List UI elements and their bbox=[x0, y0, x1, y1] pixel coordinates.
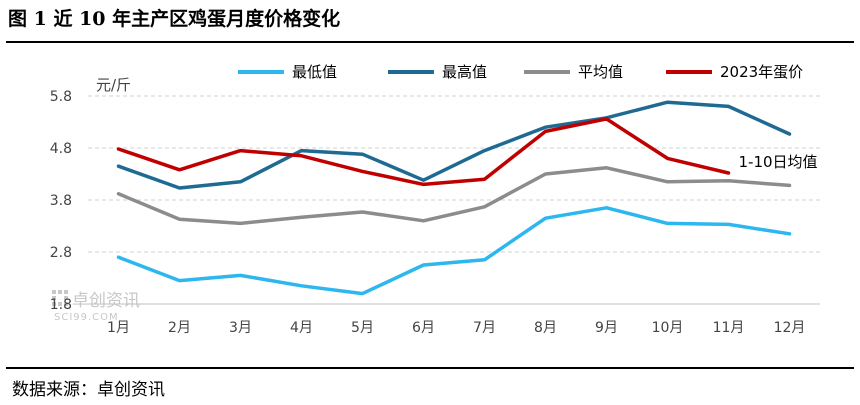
x-tick-label: 3月 bbox=[229, 320, 252, 336]
series-line-3 bbox=[116, 117, 731, 187]
y-tick-label: 4.8 bbox=[50, 141, 72, 157]
annotation-label: 1-10日均值 bbox=[739, 153, 818, 171]
series-layer bbox=[116, 100, 792, 296]
series-line-0 bbox=[116, 206, 792, 296]
x-tick-label: 9月 bbox=[595, 320, 618, 336]
x-tick-label: 1月 bbox=[107, 320, 130, 336]
y-tick-label: 1.8 bbox=[50, 297, 72, 313]
x-tick-label: 2月 bbox=[168, 320, 191, 336]
watermark-cn: 卓创资讯 bbox=[72, 291, 140, 311]
watermark-en: SCI99.COM bbox=[54, 312, 119, 323]
legend-label: 平均值 bbox=[578, 63, 623, 81]
x-tick-label: 10月 bbox=[652, 320, 684, 336]
x-tick-label: 7月 bbox=[473, 320, 496, 336]
legend-label: 最低值 bbox=[292, 63, 337, 81]
y-axis: 1.8 2.8 3.8 4.8 5.8 bbox=[50, 89, 820, 313]
title-rule bbox=[6, 41, 854, 43]
source-rule bbox=[6, 367, 854, 369]
x-tick-label: 11月 bbox=[713, 320, 745, 336]
legend-label: 最高值 bbox=[442, 63, 487, 81]
x-tick-label: 12月 bbox=[774, 320, 806, 336]
x-tick-label: 8月 bbox=[534, 320, 557, 336]
y-unit-label: 元/斤 bbox=[96, 76, 131, 94]
x-axis: 1月 2月 3月 4月 5月 6月 7月 8月 9月 10月 11月 12月 bbox=[107, 320, 805, 336]
series-line-2 bbox=[116, 166, 792, 226]
x-tick-label: 5月 bbox=[351, 320, 374, 336]
legend-label: 2023年蛋价 bbox=[720, 63, 803, 81]
source-note: 数据来源：卓创资讯 bbox=[12, 380, 165, 400]
grid bbox=[88, 95, 820, 253]
legend: 最低值 最高值 平均值 2023年蛋价 bbox=[238, 63, 803, 81]
y-tick-label: 3.8 bbox=[50, 193, 72, 209]
watermark-logo-icon bbox=[52, 290, 68, 306]
y-tick-label: 5.8 bbox=[50, 89, 72, 105]
line-chart: 卓创资讯 SCI99.COM 1.8 2.8 3.8 4.8 5.8 1月 2月 3月 4月 5… bbox=[50, 63, 820, 336]
y-tick-label: 2.8 bbox=[50, 245, 72, 261]
series-line-1 bbox=[116, 100, 792, 190]
x-tick-label: 4月 bbox=[290, 320, 313, 336]
figure-title: 图 1 近 10 年主产区鸡蛋月度价格变化 bbox=[8, 8, 341, 30]
x-tick-label: 6月 bbox=[412, 320, 435, 336]
watermark: 卓创资讯 SCI99.COM bbox=[52, 290, 140, 323]
